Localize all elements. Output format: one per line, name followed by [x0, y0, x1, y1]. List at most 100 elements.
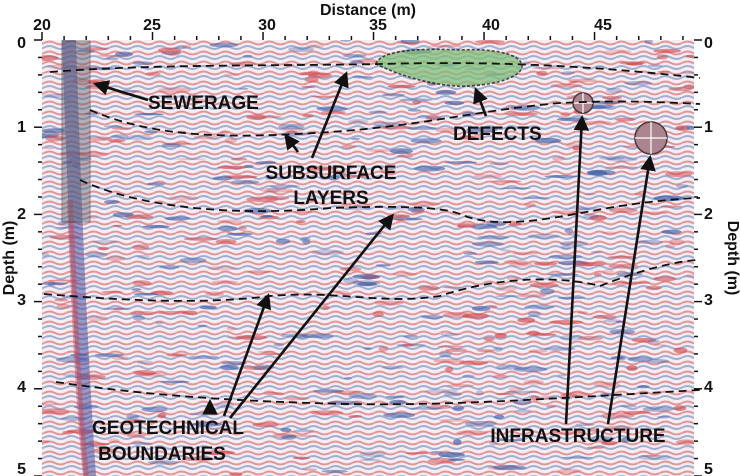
reflection-streak — [476, 349, 495, 352]
arrow-subsurface-2 — [284, 133, 300, 153]
reflection-streak — [459, 360, 489, 366]
reflection-streak — [293, 429, 315, 433]
reflection-streak — [618, 356, 626, 361]
reflection-streak — [331, 173, 357, 177]
reflection-streak — [647, 339, 660, 344]
reflection-streak — [386, 207, 408, 210]
reflection-streak — [606, 157, 638, 162]
arrow-infra-1 — [564, 114, 590, 425]
reflection-streak — [439, 351, 452, 358]
reflection-streak — [551, 210, 582, 215]
reflection-streak — [45, 135, 66, 142]
label-subsurface-1: SUBSURFACE — [266, 163, 397, 184]
reflection-streak — [238, 87, 249, 90]
reflection-streak — [259, 187, 294, 193]
reflection-streak — [301, 333, 334, 339]
reflection-streak — [576, 207, 591, 211]
y-axis-title-left: Depth (m) — [1, 221, 18, 296]
reflection-streak — [182, 310, 198, 315]
reflection-streak — [321, 469, 348, 474]
reflection-streak — [603, 425, 635, 432]
y-tick-label-left: 2 — [17, 206, 26, 223]
reflection-streak — [342, 54, 367, 58]
reflection-streak — [562, 391, 591, 398]
reflection-streak — [536, 70, 548, 77]
reflection-streak — [557, 374, 567, 377]
reflection-streak — [141, 406, 168, 413]
reflection-streak — [584, 120, 612, 125]
reflection-streak — [494, 332, 507, 339]
reflection-streak — [179, 257, 207, 263]
reflection-streak — [673, 405, 687, 412]
reflection-streak — [387, 84, 416, 89]
reflection-streak — [106, 256, 126, 261]
reflection-streak — [413, 165, 446, 172]
reflection-streak — [359, 451, 386, 458]
reflection-streak — [350, 137, 361, 140]
reflection-streak — [634, 192, 646, 196]
reflection-streak — [112, 212, 134, 218]
reflection-streak — [168, 195, 199, 201]
reflection-streak — [532, 67, 564, 70]
reflection-streak — [529, 282, 559, 288]
reflection-streak — [219, 364, 239, 371]
arrow-geotech-2 — [228, 213, 394, 419]
reflection-streak — [593, 272, 602, 277]
reflection-streak — [631, 338, 657, 343]
reflection-streak — [646, 359, 670, 364]
reflection-streak — [389, 148, 413, 155]
reflection-streak — [230, 180, 260, 185]
reflection-streak — [447, 458, 466, 461]
reflection-streak — [575, 423, 595, 427]
reflection-streak — [375, 264, 391, 267]
reflection-streak — [424, 389, 458, 394]
reflection-streak — [605, 166, 639, 169]
reflection-streak — [343, 277, 359, 284]
reflection-streak — [214, 402, 235, 409]
reflection-streak — [492, 374, 509, 378]
reflection-streak — [528, 349, 548, 353]
arrow-infra-2 — [606, 154, 656, 425]
reflection-streak — [497, 439, 525, 442]
reflection-streak — [133, 292, 159, 296]
reflection-streak — [42, 408, 70, 415]
reflection-streak — [378, 345, 389, 352]
reflection-streak — [335, 290, 350, 296]
reflection-streak — [93, 448, 117, 452]
reflection-streak — [463, 252, 478, 255]
reflection-streak — [296, 220, 306, 224]
reflection-streak — [560, 245, 571, 250]
reflection-streak — [653, 276, 677, 282]
reflection-streak — [226, 232, 253, 236]
reflection-streak — [647, 64, 663, 67]
reflection-streak — [246, 270, 271, 274]
reflection-streak — [87, 136, 113, 141]
label-infrastructure: INFRASTRUCTURE — [490, 426, 665, 447]
reflection-streak — [421, 315, 444, 319]
reflection-streak — [215, 239, 237, 245]
reflection-streak — [645, 285, 662, 290]
reflection-streak — [242, 365, 271, 370]
annotation-labels: SEWERAGE DEFECTS SUBSURFACE LAYERS GEOTE… — [92, 93, 666, 465]
reflection-streak — [238, 225, 247, 232]
reflection-streak — [310, 410, 344, 416]
reflection-streak — [445, 366, 454, 373]
boundary-3 — [79, 179, 701, 224]
reflection-streak — [445, 384, 475, 387]
reflection-streak — [130, 442, 152, 445]
y-tick-label-left: 3 — [17, 292, 26, 309]
reflection-streak — [126, 414, 140, 420]
reflection-streak — [503, 259, 529, 265]
reflection-streak — [676, 184, 689, 189]
y-tick-label-right: 5 — [704, 461, 713, 476]
reflection-streak — [42, 93, 66, 99]
reflection-streak — [489, 305, 498, 309]
reflection-streak — [56, 303, 72, 310]
reflection-streak — [132, 244, 150, 251]
reflection-streak — [577, 336, 604, 341]
reflection-streak — [217, 219, 243, 224]
reflection-streak — [127, 433, 146, 438]
reflection-streak — [94, 353, 124, 358]
label-subsurface-2: LAYERS — [293, 188, 368, 209]
reflection-streak — [42, 440, 50, 443]
